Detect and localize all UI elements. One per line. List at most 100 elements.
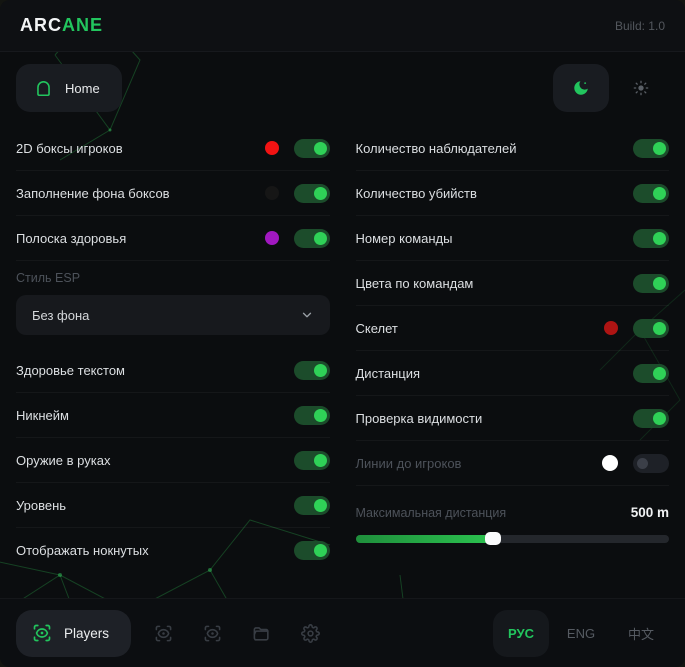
toggle-switch[interactable]: [633, 138, 669, 158]
toggle-switch[interactable]: [633, 273, 669, 293]
toggle-switch[interactable]: [633, 318, 669, 338]
bottom-bar: Players: [0, 598, 685, 667]
settings-content: 2D боксы игроков Заполнение фона боксов …: [16, 126, 669, 573]
light-theme-button[interactable]: [613, 64, 669, 112]
toggle-switch[interactable]: [293, 541, 330, 560]
toggle-knob: [313, 453, 327, 467]
toggle-knob: [653, 231, 666, 245]
setting-label: Цвета по командам: [355, 275, 474, 291]
toggle-knob: [313, 141, 327, 155]
setting-label: Скелет: [355, 320, 398, 336]
toggle-knob: [313, 408, 327, 422]
toggle-knob: [653, 141, 666, 155]
setting-label: Здоровье текстом: [16, 362, 125, 378]
toggle-switch[interactable]: [633, 183, 669, 203]
setting-label: Дистанция: [355, 365, 421, 381]
esp-style-label: Стиль ESP: [16, 271, 81, 285]
color-swatch[interactable]: [604, 321, 618, 335]
color-swatch[interactable]: [602, 455, 618, 471]
toggle-switch[interactable]: [293, 183, 330, 203]
setting-label: Количество убийств: [355, 185, 477, 201]
slider-handle[interactable]: [485, 532, 502, 545]
color-swatch[interactable]: [264, 186, 279, 200]
brand-logo: ARCANE: [20, 15, 103, 36]
bottom-tabs: Players: [16, 609, 335, 657]
gear-icon: [301, 623, 321, 643]
setting-label: Количество наблюдателей: [355, 140, 517, 156]
right-column: Количество наблюдателей Количество убийс…: [355, 126, 669, 573]
setting-label: Заполнение фона боксов: [16, 185, 170, 201]
setting-row-knocked: Отображать нокнутых: [16, 528, 330, 573]
setting-row-nickname: Никнейм: [16, 393, 330, 438]
toggle-knob: [313, 498, 327, 512]
toggle-knob: [653, 276, 666, 290]
folder-icon: [252, 624, 271, 643]
setting-label: Линии до игроков: [355, 455, 462, 471]
configs-tab-button[interactable]: [237, 610, 286, 657]
toggle-knob: [653, 411, 666, 425]
toggle-switch[interactable]: [293, 138, 330, 158]
sun-icon: [633, 80, 649, 96]
setting-row-player-lines: Линии до игроков: [355, 441, 669, 486]
color-swatch[interactable]: [264, 231, 279, 245]
brand-logo-green: ANE: [62, 15, 104, 35]
slider-fill: [355, 535, 494, 543]
toggle-switch[interactable]: [633, 228, 669, 248]
tool-icon-group: [139, 610, 335, 657]
max-distance-value: 500 m: [630, 505, 669, 520]
max-distance-label: Максимальная дистанция: [355, 506, 507, 520]
visuals-tab-button[interactable]: [188, 610, 237, 657]
theme-toggle-group: [553, 64, 669, 112]
max-distance-slider[interactable]: [355, 530, 669, 548]
toggle-switch[interactable]: [633, 408, 669, 428]
setting-label: 2D боксы игроков: [16, 140, 123, 156]
setting-row-kills: Количество убийств: [355, 171, 669, 216]
home-button-label: Home: [65, 80, 100, 96]
setting-label: Номер команды: [355, 230, 453, 246]
home-button[interactable]: Home: [16, 64, 122, 112]
dark-theme-button[interactable]: [553, 64, 609, 112]
setting-label: Оружие в руках: [16, 452, 111, 468]
language-switcher: РУС ENG 中文: [493, 609, 669, 657]
toggle-switch[interactable]: [293, 495, 330, 515]
aim-tab-button[interactable]: [139, 610, 188, 657]
nav-row: Home: [16, 64, 669, 112]
scan-eye-icon: [203, 624, 222, 643]
scan-eye-icon: [154, 624, 173, 643]
toggle-switch[interactable]: [293, 405, 330, 425]
toggle-knob: [653, 366, 666, 380]
toggle-switch[interactable]: [293, 450, 330, 470]
slider-track[interactable]: [355, 535, 669, 543]
setting-row-team-number: Номер команды: [355, 216, 669, 261]
esp-style-select[interactable]: Без фона: [16, 295, 330, 335]
scan-eye-icon: [32, 623, 52, 643]
brand-logo-white: ARC: [20, 15, 62, 35]
setting-row-health-text: Здоровье текстом: [16, 348, 330, 393]
setting-row-spectators: Количество наблюдателей: [355, 126, 669, 171]
setting-row-level: Уровень: [16, 483, 330, 528]
home-shield-icon: [34, 79, 53, 98]
toggle-knob: [637, 457, 648, 469]
toggle-knob: [313, 363, 327, 377]
players-tab-button[interactable]: Players: [16, 609, 132, 657]
setting-row-health-bar: Полоска здоровья: [16, 216, 330, 261]
toggle-knob: [313, 231, 327, 245]
lang-button-eng[interactable]: ENG: [566, 625, 596, 641]
color-swatch[interactable]: [264, 141, 279, 155]
chevron-down-icon: [300, 308, 314, 322]
settings-tab-button[interactable]: [286, 610, 335, 657]
players-tab-label: Players: [64, 625, 110, 641]
lang-button-rus[interactable]: РУС: [493, 609, 549, 657]
left-column: 2D боксы игроков Заполнение фона боксов …: [16, 126, 330, 573]
toggle-knob: [653, 321, 666, 335]
setting-label: Никнейм: [16, 407, 69, 423]
setting-label: Проверка видимости: [355, 410, 483, 426]
toggle-switch[interactable]: [293, 228, 330, 248]
setting-row-distance: Дистанция: [355, 351, 669, 396]
toggle-switch[interactable]: [633, 453, 669, 473]
toggle-switch[interactable]: [293, 360, 330, 380]
toggle-switch[interactable]: [633, 363, 669, 383]
toggle-knob: [313, 544, 327, 557]
lang-button-zh[interactable]: 中文: [627, 626, 654, 642]
